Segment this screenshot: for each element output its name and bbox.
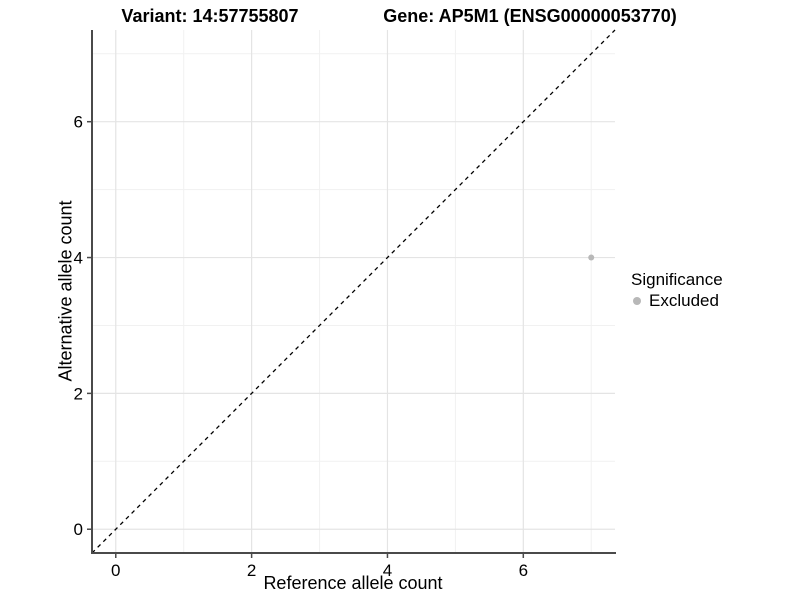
x-tick-label: 2 [247,561,256,580]
legend-item-label: Excluded [649,291,719,310]
identity-line [91,29,616,554]
legend-item: Excluded [633,291,723,310]
x-tick-label: 4 [383,561,392,580]
gene-title: Gene: AP5M1 (ENSG00000053770) [383,6,677,26]
legend-title: Significance [631,270,723,289]
y-tick-label: 2 [74,384,83,403]
y-tick-label: 6 [74,113,83,132]
legend: Significance Excluded [631,270,723,310]
x-axis-title: Reference allele count [263,573,443,593]
y-tick-label: 0 [74,520,83,539]
x-tick-label: 0 [111,561,120,580]
legend-point-icon [633,296,641,305]
legend-entries: Excluded [631,291,723,310]
y-tick-label: 4 [74,249,83,268]
x-tick-label: 6 [519,561,528,580]
data-point [588,254,595,261]
y-axis-title: Alternative allele count [55,200,76,382]
variant-title: Variant: 14:57755807 [121,6,299,26]
